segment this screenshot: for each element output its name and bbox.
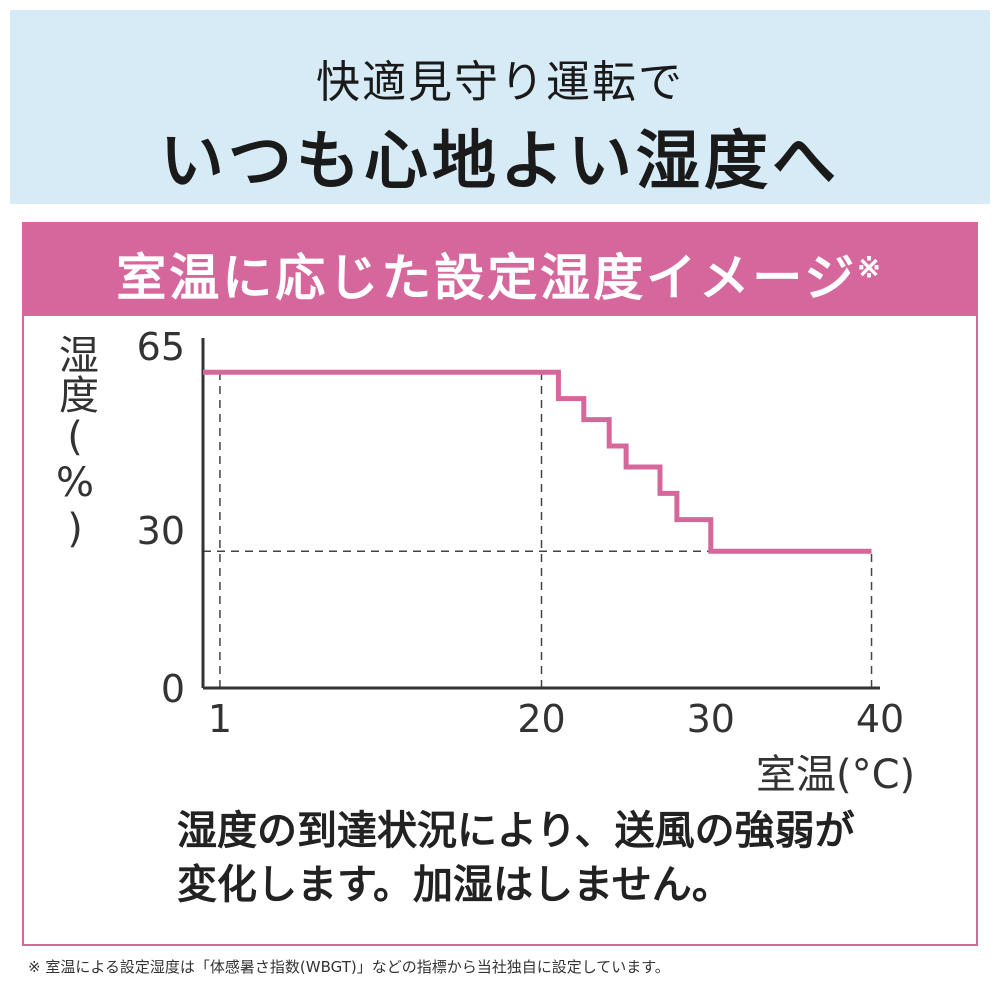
description: 湿度の到達状況により、送風の強弱が 変化します。加湿はしません。 xyxy=(177,804,877,912)
footnote: ※ 室温による設定湿度は「体感暑さ指数(WBGT)」などの指標から当社独自に設定… xyxy=(28,958,670,976)
x-axis-label: 室温(°C) xyxy=(756,752,916,798)
x-tick-label-30: 30 xyxy=(687,697,735,741)
y-tick-label-0: 0 xyxy=(161,667,185,711)
chart-title-note-mark: ※ xyxy=(857,251,884,284)
chart-title-banner: 室温に応じた設定湿度イメージ※ xyxy=(24,224,976,316)
chart-panel: 室温に応じた設定湿度イメージ※ xyxy=(22,222,978,946)
y-tick-label-65: 65 xyxy=(137,325,185,369)
y-axis-label: 湿度(%) xyxy=(52,334,98,552)
header-subtitle: 快適見守り運転で xyxy=(316,57,684,108)
series-line-0 xyxy=(203,369,872,554)
x-tick-label-20: 20 xyxy=(517,697,565,741)
header-title: いつも心地よい湿度へ xyxy=(160,124,840,199)
chart-title-text: 室温に応じた設定湿度イメージ xyxy=(116,248,858,307)
chart-title: 室温に応じた設定湿度イメージ※ xyxy=(24,238,976,310)
y-tick-label-30: 30 xyxy=(137,509,185,553)
description-line-1: 湿度の到達状況により、送風の強弱が xyxy=(177,808,855,854)
description-line-2: 変化します。加湿はしません。 xyxy=(177,862,732,908)
header-banner: 快適見守り運転で いつも心地よい湿度へ xyxy=(10,10,990,204)
x-tick-label-1: 1 xyxy=(208,697,232,741)
x-tick-label-40: 40 xyxy=(856,697,904,741)
